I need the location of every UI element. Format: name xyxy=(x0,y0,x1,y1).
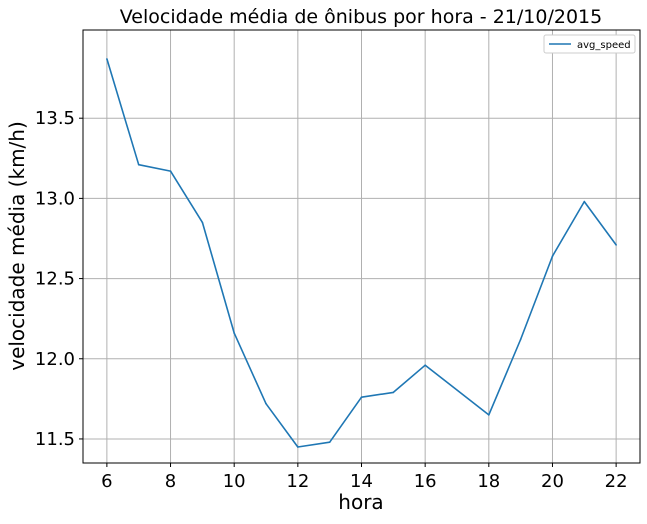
x-tick-label: 10 xyxy=(223,471,246,492)
series-line-avg-speed xyxy=(106,58,617,448)
x-tick-label: 14 xyxy=(350,471,373,492)
data-point xyxy=(201,221,204,224)
data-point xyxy=(328,441,331,443)
y-axis-label: velocidade média (km/h) xyxy=(5,121,29,371)
data-point xyxy=(297,446,299,448)
x-tick-label: 12 xyxy=(286,471,309,492)
y-tick-label: 13.5 xyxy=(35,108,75,129)
y-tick-label: 12.0 xyxy=(35,349,75,370)
y-tick-label: 12.5 xyxy=(35,269,75,290)
data-point xyxy=(392,391,395,394)
axis-ticks: 6 8 10 12 14 16 18 20 22 11.5 12.0 12.5 13.0 13.5 xyxy=(35,108,628,492)
x-tick-label: 16 xyxy=(414,471,437,492)
x-tick-label: 8 xyxy=(165,471,176,492)
legend-box xyxy=(543,34,636,54)
x-tick-label: 18 xyxy=(477,471,500,492)
data-point xyxy=(551,255,554,257)
x-tick-label: 20 xyxy=(541,471,564,492)
data-point xyxy=(106,58,108,60)
x-tick-label: 22 xyxy=(605,471,628,492)
legend-label-avg-speed: avg_speed xyxy=(577,40,631,51)
series-layer xyxy=(106,58,617,448)
data-point xyxy=(233,332,235,334)
data-point xyxy=(488,414,490,416)
data-point xyxy=(424,364,426,366)
data-point xyxy=(169,170,172,172)
data-point xyxy=(265,402,267,405)
chart-title: Velocidade média de ônibus por hora - 21… xyxy=(120,6,602,28)
data-point xyxy=(519,338,522,341)
y-tick-label: 13.0 xyxy=(35,188,75,209)
x-tick-label: 6 xyxy=(101,471,112,492)
data-point xyxy=(360,396,363,399)
legend: avg_speed xyxy=(543,34,636,54)
data-point xyxy=(583,200,586,203)
data-point xyxy=(615,244,617,246)
x-axis-label: hora xyxy=(338,490,383,514)
grid-lines xyxy=(83,30,640,463)
data-point xyxy=(137,163,140,166)
y-tick-label: 11.5 xyxy=(35,429,75,450)
